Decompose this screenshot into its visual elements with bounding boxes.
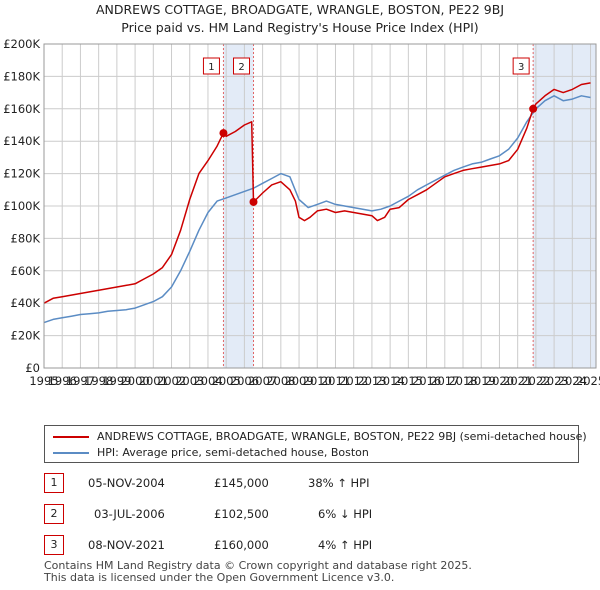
transaction-badge: 2 <box>44 504 64 524</box>
transaction-price: £102,500 <box>214 507 269 521</box>
x-tick-label: 2001 <box>139 374 168 388</box>
transaction-label: 2 <box>238 62 244 73</box>
y-tick-label: £160K <box>3 102 40 116</box>
x-tick-label: 1998 <box>84 374 113 388</box>
series-line <box>43 95 591 324</box>
x-tick-label: 2015 <box>394 374 423 388</box>
transaction-price: £160,000 <box>214 538 269 552</box>
x-tick-label: 2008 <box>266 374 295 388</box>
y-tick-label: £0 <box>25 361 40 375</box>
transaction-hpi: 4% ↑ HPI <box>318 538 373 552</box>
legend-swatch-hpi <box>53 452 89 454</box>
y-tick-label: £180K <box>3 69 40 83</box>
transaction-hpi: 6% ↓ HPI <box>318 507 373 521</box>
x-tick-label: 2020 <box>485 374 514 388</box>
transaction-row: 1 05-NOV-2004 £145,000 38% ↑ HPI <box>44 473 444 493</box>
legend: ANDREWS COTTAGE, BROADGATE, WRANGLE, BOS… <box>44 425 587 463</box>
x-tick-label: 2014 <box>375 374 404 388</box>
x-tick-label: 1999 <box>102 374 131 388</box>
x-tick-label: 2003 <box>175 374 204 388</box>
chart-title: ANDREWS COTTAGE, BROADGATE, WRANGLE, BOS… <box>95 2 505 17</box>
x-tick-label: 2007 <box>248 374 277 388</box>
transaction-date: 05-NOV-2004 <box>88 476 165 490</box>
x-tick-label: 2004 <box>193 374 222 388</box>
y-tick-label: £80K <box>11 231 41 245</box>
transaction-date: 03-JUL-2006 <box>94 507 165 521</box>
x-tick-label: 2017 <box>430 374 459 388</box>
y-tick-label: £60K <box>11 264 41 278</box>
transaction-label: 3 <box>518 62 524 73</box>
x-tick-label: 2025 <box>576 374 600 388</box>
plot-frame <box>43 43 597 369</box>
transaction-label: 1 <box>208 62 214 73</box>
x-tick-label: 2023 <box>539 374 568 388</box>
transaction-label-box <box>233 57 251 75</box>
footer-copyright: Contains HM Land Registry data © Crown c… <box>44 559 472 572</box>
y-tick-label: £200K <box>3 37 40 51</box>
x-tick-label: 2021 <box>503 374 532 388</box>
x-tick-label: 1996 <box>48 374 77 388</box>
y-tick-label: £120K <box>3 167 40 181</box>
x-tick-label: 2002 <box>157 374 186 388</box>
footer-licence: This data is licensed under the Open Gov… <box>44 571 395 584</box>
transaction-marker <box>219 129 228 138</box>
y-tick-label: £40K <box>11 296 41 310</box>
legend-label-hpi: HPI: Average price, semi-detached house,… <box>97 446 369 459</box>
x-tick-label: 2009 <box>284 374 313 388</box>
transaction-row: 3 08-NOV-2021 £160,000 4% ↑ HPI <box>44 535 444 555</box>
transaction-price: £145,000 <box>214 476 269 490</box>
transaction-badge: 1 <box>44 473 64 493</box>
x-tick-label: 2016 <box>412 374 441 388</box>
y-tick-label: £100K <box>3 199 40 213</box>
x-tick-label: 2011 <box>321 374 350 388</box>
transaction-date: 08-NOV-2021 <box>88 538 165 552</box>
x-tick-label: 1997 <box>66 374 95 388</box>
x-tick-label: 2022 <box>521 374 550 388</box>
transaction-marker <box>529 104 538 113</box>
transaction-row: 2 03-JUL-2006 £102,500 6% ↓ HPI <box>44 504 444 524</box>
transaction-badge: 3 <box>44 535 64 555</box>
x-tick-label: 2012 <box>339 374 368 388</box>
series-line <box>43 82 591 304</box>
y-tick-label: £140K <box>3 134 40 148</box>
transaction-marker <box>249 197 258 206</box>
y-tick-label: £20K <box>11 329 41 343</box>
x-tick-label: 2019 <box>467 374 496 388</box>
transaction-label-box <box>202 57 220 75</box>
legend-swatch-property <box>53 436 89 438</box>
x-tick-label: 2000 <box>120 374 149 388</box>
legend-label-property: ANDREWS COTTAGE, BROADGATE, WRANGLE, BOS… <box>97 430 587 443</box>
x-tick-label: 2024 <box>558 374 587 388</box>
x-tick-label: 2013 <box>357 374 386 388</box>
x-tick-label: 2006 <box>230 374 259 388</box>
x-tick-label: 2005 <box>212 374 241 388</box>
price-chart: 1 2 3 £0 £20K £40K £60K £80K £100K £120K £140K £160… <box>3 37 600 388</box>
x-tick-label: 1995 <box>29 374 58 388</box>
transaction-hpi: 38% ↑ HPI <box>308 476 370 490</box>
chart-subtitle: Price paid vs. HM Land Registry's House … <box>121 20 479 35</box>
transaction-label-box <box>512 57 530 75</box>
x-tick-label: 2018 <box>448 374 477 388</box>
x-tick-label: 2010 <box>303 374 332 388</box>
